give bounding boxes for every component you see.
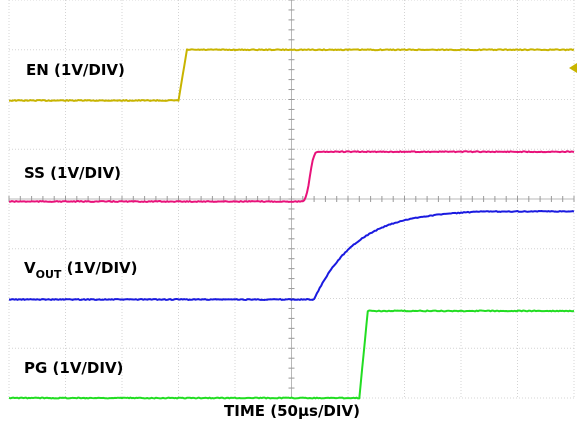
label-vout: VOUT (1V/DIV): [24, 259, 138, 281]
trace-labels: EN (1V/DIV) SS (1V/DIV) VOUT (1V/DIV) PG…: [24, 61, 138, 377]
trace-pg: [8, 309, 575, 400]
label-en: EN (1V/DIV): [26, 61, 125, 79]
trigger-marker-icon: [569, 63, 577, 73]
trace-ss: [8, 150, 575, 203]
trace-vout: [8, 210, 575, 301]
x-axis-label: TIME (50µs/DIV): [224, 402, 360, 420]
traces: [8, 48, 575, 400]
trace-en: [8, 48, 575, 102]
label-pg: PG (1V/DIV): [24, 359, 123, 377]
label-vout-subscript: OUT: [36, 268, 62, 281]
label-ss: SS (1V/DIV): [24, 164, 121, 182]
